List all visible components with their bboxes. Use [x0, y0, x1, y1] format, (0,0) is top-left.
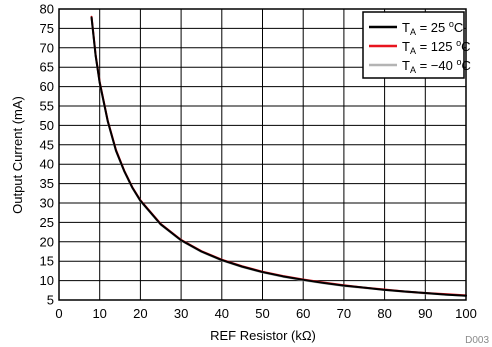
figure-code: D003 [465, 335, 489, 346]
y-tick-label: 60 [40, 79, 54, 94]
y-tick-label: 25 [40, 215, 54, 230]
y-tick-label: 30 [40, 196, 54, 211]
x-tick-labels: 0 10 20 30 40 50 60 70 80 90 100 [55, 306, 476, 321]
x-tick-label: 100 [455, 306, 477, 321]
y-tick-label: 50 [40, 118, 54, 133]
y-tick-label: 55 [40, 99, 54, 114]
y-tick-label: 65 [40, 60, 54, 75]
legend-entry: TA = −40 oC [402, 57, 471, 75]
x-tick-label: 0 [55, 306, 62, 321]
y-axis-label: Output Current (mA) [10, 96, 25, 214]
y-tick-label: 5 [47, 293, 54, 308]
x-tick-label: 20 [133, 306, 147, 321]
x-tick-label: 70 [337, 306, 351, 321]
legend-entry: TA = 25 oC [402, 19, 463, 37]
x-tick-label: 80 [377, 306, 391, 321]
x-tick-label: 30 [174, 306, 188, 321]
x-tick-label: 40 [215, 306, 229, 321]
y-tick-label: 35 [40, 176, 54, 191]
series-line [90, 16, 467, 297]
x-tick-label: 90 [418, 306, 432, 321]
y-tick-label: 15 [40, 254, 54, 269]
legend-entry: TA = 125 oC [402, 38, 471, 56]
x-tick-label: 60 [296, 306, 310, 321]
y-tick-label: 75 [40, 21, 54, 36]
y-tick-labels: 5 10 15 20 25 30 35 40 45 50 55 60 65 70 75 80 [40, 2, 54, 308]
x-axis-label: REF Resistor (kΩ) [210, 328, 316, 343]
x-tick-label: 50 [255, 306, 269, 321]
plot-frame [58, 8, 467, 301]
x-tick-label: 10 [92, 306, 106, 321]
series-lines [90, 15, 467, 297]
y-tick-label: 80 [40, 2, 54, 17]
y-tick-label: 70 [40, 40, 54, 55]
y-tick-label: 10 [40, 273, 54, 288]
y-tick-label: 40 [40, 157, 54, 172]
y-tick-label: 20 [40, 234, 54, 249]
y-tick-label: 45 [40, 137, 54, 152]
